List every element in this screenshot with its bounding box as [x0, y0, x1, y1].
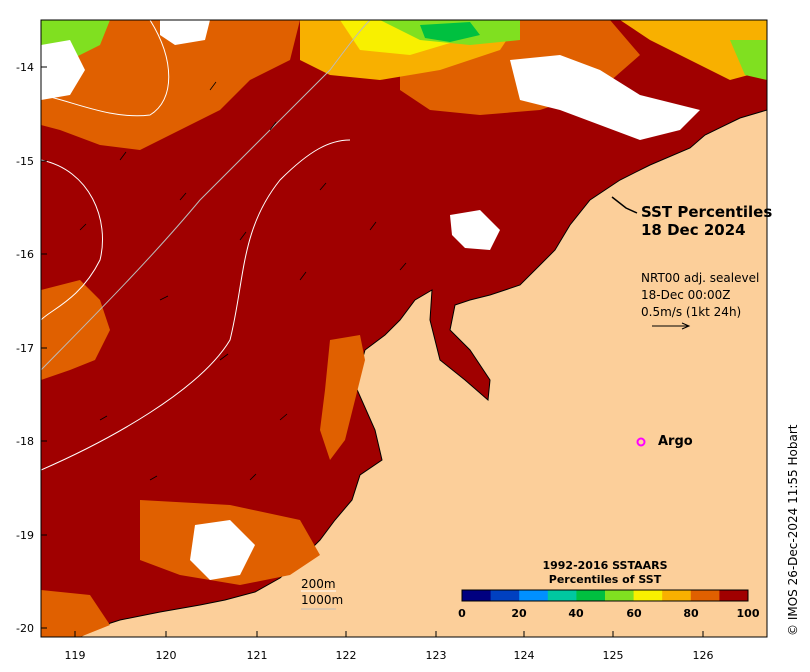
colorbar-segment	[519, 590, 549, 601]
argo-marker	[636, 437, 646, 447]
map-title: SST Percentiles 18 Dec 2024	[641, 203, 772, 239]
y-tick-label: -18	[16, 435, 34, 448]
colorbar-segment	[662, 590, 692, 601]
velocity-legend-line-2: 18-Dec 00:00Z	[641, 288, 731, 302]
colorbar-segment	[490, 590, 520, 601]
credit-text: © IMOS 26-Dec-2024 11:55 Hobart	[786, 424, 800, 636]
sea-level-contour	[41, 20, 170, 117]
depth-contour	[41, 20, 371, 371]
colorbar	[461, 589, 749, 602]
y-tick-label: -15	[16, 155, 34, 168]
sst-patch	[420, 22, 480, 42]
cloud-mask	[160, 20, 210, 45]
land-mass	[79, 109, 767, 637]
sst-patch	[41, 20, 300, 150]
colorbar-tick-label: 40	[568, 607, 584, 620]
x-axis	[74, 631, 704, 637]
velocity-arrows	[79, 81, 407, 481]
colorbar-segment	[462, 590, 492, 601]
plot-frame	[40, 19, 768, 638]
colorbar-tick-label: 0	[458, 607, 466, 620]
y-tick-label: -20	[16, 622, 34, 635]
colorbar-segment	[576, 590, 606, 601]
velocity-legend-line-3: 0.5m/s (1kt 24h)	[641, 305, 742, 319]
x-tick-label: 122	[336, 649, 357, 662]
sst-patch	[41, 280, 110, 380]
colorbar-tick-label: 80	[683, 607, 699, 620]
title-line-1: SST Percentiles	[641, 203, 773, 221]
colorbar-segment	[690, 590, 720, 601]
depth-legend: 200m 1000m	[301, 576, 343, 608]
title-pointer	[611, 196, 638, 214]
y-tick-label: -16	[16, 248, 34, 261]
cloud-mask	[41, 40, 85, 100]
velocity-scale-arrow	[652, 322, 691, 330]
colorbar-segment	[547, 590, 577, 601]
colorbar-segment	[719, 590, 749, 601]
cloud-mask	[450, 210, 500, 250]
colorbar-tick-label: 60	[626, 607, 642, 620]
x-tick-label: 123	[426, 649, 447, 662]
colorbar-segment	[605, 590, 635, 601]
sea-level-contour	[41, 139, 351, 471]
velocity-legend-line-1: NRT00 adj. sealevel	[641, 271, 760, 285]
colorbar-title-line-2: Percentiles of SST	[548, 573, 662, 586]
title-line-2: 18 Dec 2024	[641, 221, 746, 239]
y-tick-label: -17	[16, 342, 34, 355]
colorbar-title: 1992-2016 SSTAARS Percentiles of SST	[500, 559, 710, 587]
colorbar-ticks: 0 20 40 60 80 100	[458, 607, 760, 620]
x-tick-label: 121	[247, 649, 268, 662]
depth-legend-1000m: 1000m	[301, 593, 344, 607]
sst-patch	[620, 20, 767, 80]
argo-label: Argo	[658, 434, 693, 449]
x-tick-labels: 119 120 121 122 123 124 125 126	[65, 649, 714, 662]
depth-legend-200m: 200m	[301, 577, 336, 591]
sst-patch	[41, 590, 110, 637]
y-axis	[41, 66, 47, 629]
x-tick-label: 120	[156, 649, 177, 662]
colorbar-border	[461, 589, 749, 602]
sea-level-contour	[41, 159, 103, 321]
colorbar-tick-label: 100	[737, 607, 760, 620]
y-tick-labels: -14 -15 -16 -17 -18 -19 -20	[16, 61, 34, 635]
velocity-legend: NRT00 adj. sealevel 18-Dec 00:00Z 0.5m/s…	[641, 270, 759, 321]
y-tick-label: -19	[16, 529, 34, 542]
x-tick-label: 126	[693, 649, 714, 662]
x-tick-label: 119	[65, 649, 86, 662]
x-tick-label: 125	[603, 649, 624, 662]
sst-patch	[320, 335, 365, 460]
cloud-mask	[510, 55, 700, 140]
x-tick-label: 124	[514, 649, 535, 662]
colorbar-segment	[633, 590, 663, 601]
colorbar-tick-label: 20	[511, 607, 527, 620]
colorbar-title-line-1: 1992-2016 SSTAARS	[542, 559, 668, 572]
cloud-mask	[190, 520, 255, 580]
y-tick-label: -14	[16, 61, 34, 74]
sst-patch	[730, 40, 767, 80]
